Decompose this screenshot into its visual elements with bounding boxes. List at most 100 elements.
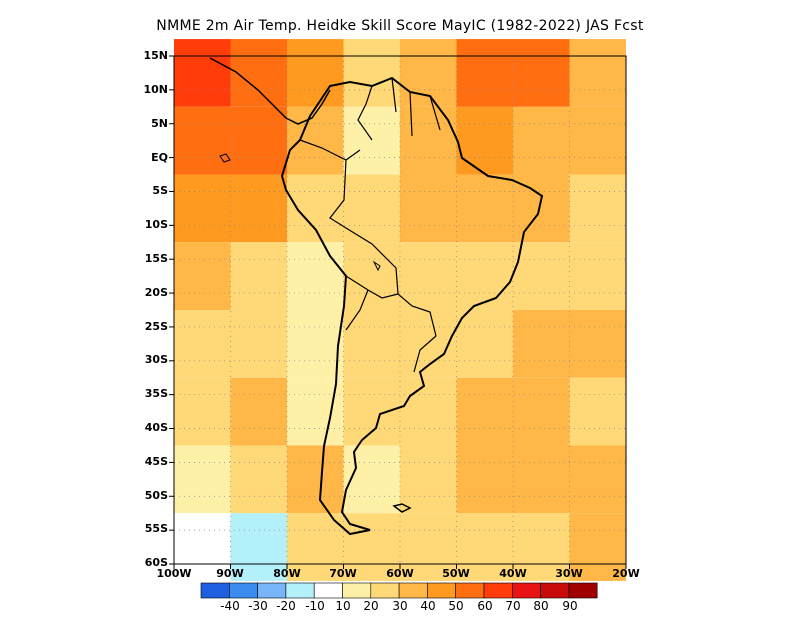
colorbar-swatch xyxy=(200,582,230,599)
colorbar-swatch xyxy=(313,582,343,599)
heatmap-cell xyxy=(400,242,457,310)
lon-tick-label: 60W xyxy=(386,567,414,580)
lat-tick-label: 10N xyxy=(143,83,168,96)
heatmap-cell xyxy=(456,513,513,581)
heatmap-cell xyxy=(456,242,513,310)
heatmap-cell xyxy=(230,242,287,310)
lat-tick-label: 5N xyxy=(151,117,168,130)
heatmap-cell xyxy=(456,106,513,175)
map-title: NMME 2m Air Temp. Heidke Skill Score May… xyxy=(156,18,644,34)
lat-tick-label: 45S xyxy=(144,455,168,468)
lon-tick-label: 70W xyxy=(329,567,357,580)
heatmap-cell xyxy=(569,174,626,243)
heatmap-cell xyxy=(287,445,344,514)
colorbar xyxy=(200,582,598,599)
heatmap-cell xyxy=(400,174,457,243)
heatmap-cell xyxy=(287,377,344,446)
heatmap-cell xyxy=(513,106,570,175)
heatmap-cell xyxy=(287,106,344,175)
heatmap-cell xyxy=(287,513,344,581)
lat-tick-label: 35S xyxy=(144,387,168,400)
lon-tick-label: 20W xyxy=(612,567,640,580)
axis-ticks xyxy=(169,55,627,569)
lat-tick-label: 20S xyxy=(144,286,168,299)
colorbar-swatch xyxy=(285,582,315,599)
heatmap-cell xyxy=(400,106,457,175)
heatmap-cell xyxy=(343,310,400,378)
heatmap-cell xyxy=(513,242,570,310)
colorbar-swatch xyxy=(398,582,428,599)
heatmap-cell xyxy=(174,242,231,310)
colorbar-swatch xyxy=(483,582,513,599)
colorbar-label: 60 xyxy=(477,599,493,613)
colorbar-label: 70 xyxy=(505,599,521,613)
lat-tick-label: 5S xyxy=(152,184,168,197)
heatmap-cells xyxy=(174,39,626,581)
heatmap-cell xyxy=(287,39,344,107)
colorbar-swatch xyxy=(427,582,456,599)
heatmap-cell xyxy=(456,310,513,378)
colorbar-swatch xyxy=(540,582,570,599)
lon-tick-label: 90W xyxy=(216,567,244,580)
heatmap-cell xyxy=(513,377,570,446)
lat-tick-label: 30S xyxy=(144,353,168,366)
colorbar-label: 80 xyxy=(533,599,549,613)
heatmap-cell xyxy=(174,310,231,378)
heatmap-cell xyxy=(287,310,344,378)
heatmap-cell xyxy=(174,174,231,243)
heatmap-cell xyxy=(174,106,231,175)
colorbar-swatch xyxy=(257,582,287,599)
colorbar-label: 90 xyxy=(562,599,578,613)
colorbar-swatch xyxy=(342,582,372,599)
south-america-outline xyxy=(280,76,544,536)
galapagos-islands xyxy=(219,153,231,163)
heatmap-cell xyxy=(456,39,513,107)
colorbar-swatch xyxy=(511,582,541,599)
lon-tick-label: 80W xyxy=(273,567,301,580)
country-borders xyxy=(299,77,441,373)
heatmap-cell xyxy=(569,445,626,514)
lat-tick-label: 60S xyxy=(144,556,168,569)
heatmap-cell xyxy=(569,106,626,175)
colorbar-label: 30 xyxy=(392,599,408,613)
coastline xyxy=(209,57,544,536)
lat-tick-label: 10S xyxy=(144,218,168,231)
heatmap-cell xyxy=(174,513,231,581)
lon-tick-label: 30W xyxy=(555,567,583,580)
lat-tick-label: 25S xyxy=(144,320,168,333)
heatmap-cell xyxy=(343,106,400,175)
heatmap-cell xyxy=(343,174,400,243)
heatmap-cell xyxy=(174,445,231,514)
colorbar-swatch xyxy=(455,582,485,599)
heatmap-cell xyxy=(230,106,287,175)
heatmap-cell xyxy=(343,39,400,107)
colorbar-label: -40 xyxy=(220,599,240,613)
falkland-islands xyxy=(392,503,412,513)
heatmap-cell xyxy=(400,513,457,581)
colorbar-label: -10 xyxy=(305,599,325,613)
heatmap-cell xyxy=(230,445,287,514)
heatmap-cell xyxy=(513,39,570,107)
heatmap-cell xyxy=(456,174,513,243)
heatmap-cell xyxy=(569,39,626,107)
heatmap-cell xyxy=(343,242,400,310)
lake-titicaca xyxy=(372,260,381,272)
heatmap-cell xyxy=(513,174,570,243)
heatmap-cell xyxy=(400,445,457,514)
lat-tick-label: 55S xyxy=(144,522,168,535)
heatmap-cell xyxy=(400,377,457,446)
heatmap-cell xyxy=(230,513,287,581)
heatmap-cell xyxy=(456,445,513,514)
heatmap-cell xyxy=(513,445,570,514)
lat-tick-label: 15S xyxy=(144,252,168,265)
lon-tick-label: 100W xyxy=(156,567,192,580)
heatmap-cell xyxy=(569,377,626,446)
lat-tick-label: 40S xyxy=(144,421,168,434)
colorbar-swatch xyxy=(229,582,258,599)
heatmap-cell xyxy=(287,242,344,310)
heatmap-cell xyxy=(174,39,231,107)
lon-tick-label: 50W xyxy=(442,567,470,580)
lat-tick-label: 50S xyxy=(144,489,168,502)
lat-tick-label: EQ xyxy=(151,151,168,164)
